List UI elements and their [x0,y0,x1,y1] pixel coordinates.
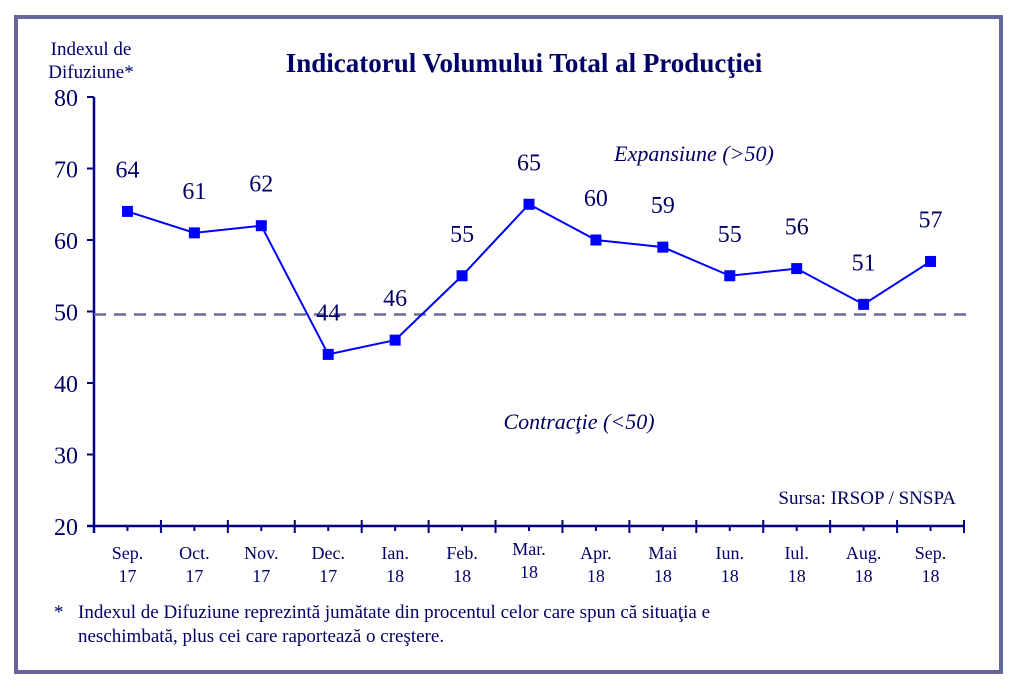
chart-frame [14,15,1003,674]
x-tick-label-month: Feb. [446,543,478,563]
series-line [127,203,932,356]
y-tick-label: 70 [54,158,78,184]
data-label: 55 [718,222,742,248]
series-group [121,198,937,360]
x-tick-label-year: 18 [922,566,940,586]
y-tick-label: 80 [54,86,78,112]
x-tick-label-year: 17 [319,566,337,586]
x-tick-label-month: Oct. [179,543,210,563]
footnote: * Indexul de Difuziune reprezintă jumătat… [54,601,954,649]
y-tick-label: 30 [54,444,78,470]
data-point-marker [188,227,200,239]
y-ticks: 20 30 40 50 60 70 80 [54,86,94,541]
data-label: 56 [785,215,809,241]
data-point-marker [389,334,401,346]
data-label: 60 [584,186,608,212]
x-tick-label-month: Sep. [915,543,947,563]
data-label: 55 [450,222,474,248]
x-tick-label-month: Nov. [244,543,278,563]
footnote-marker: * [54,602,64,623]
x-tick-label-month: Ian. [381,543,408,563]
data-label: 62 [249,172,273,198]
data-point-marker [255,220,267,232]
data-label: 44 [316,300,340,326]
x-tick-label-month: Aug. [846,543,882,563]
data-label: 65 [517,150,541,176]
annotation-contraction: Contracţie (<50) [503,409,654,434]
y-axis-label-line2: Difuziune* [48,62,133,83]
data-point-marker [456,270,468,282]
x-tick-label-year: 18 [386,566,404,586]
data-point-marker [858,298,870,310]
data-label: 64 [115,157,139,183]
data-label: 51 [852,250,876,276]
y-tick-label: 20 [54,515,78,541]
data-point-marker [121,205,133,217]
footnote-line1: Indexul de Difuziune reprezintă jumătate… [78,602,711,623]
data-point-marker [724,270,736,282]
x-tick-label-year: 18 [453,566,471,586]
y-tick-label: 40 [54,372,78,398]
x-tick-label-year: 18 [654,566,672,586]
x-tick-label-month: Mar. [512,539,546,559]
source-label: Sursa: IRSOP / SNSPA [778,488,956,509]
x-tick-label-month: Mai [648,543,677,563]
x-tick-label-year: 17 [118,566,136,586]
x-tick-label-month: Iun. [716,543,745,563]
x-tick-label-month: Iul. [784,543,809,563]
x-tick-label-year: 18 [587,566,605,586]
x-tick-label-month: Dec. [311,543,344,563]
x-tick-label-year: 17 [185,566,203,586]
chart-title: Indicatorul Volumului Total al Producţie… [286,48,763,78]
y-axis-label-line1: Indexul de [51,39,132,60]
x-tick-label-year: 18 [520,562,538,582]
data-label: 57 [919,207,943,233]
x-tick-label-year: 18 [721,566,739,586]
data-label: 61 [182,179,206,205]
footnote-line2: neschimbată, plus cei care raportează o … [78,626,445,647]
x-ticks: Sep. 17 Oct. 17 Nov. 17 Dec. 17 Ian. 18 Feb. 18 Mar.… [93,520,965,586]
data-point-marker [791,263,803,275]
x-tick-label-year: 17 [252,566,270,586]
data-label: 46 [383,286,407,312]
data-labels: 64 61 62 44 46 55 65 60 59 55 56 51 57 [115,150,942,326]
y-tick-label: 60 [54,229,78,255]
data-point-marker [322,348,334,360]
data-point-marker [657,241,669,253]
x-tick-label-year: 18 [855,566,873,586]
data-point-marker [925,255,937,267]
annotation-expansion: Expansiune (>50) [613,141,774,166]
x-tick-label-month: Apr. [580,543,612,563]
x-tick-label-month: Sep. [112,543,144,563]
data-label: 59 [651,193,675,219]
x-tick-label-year: 18 [788,566,806,586]
data-point-marker [590,234,602,246]
y-tick-label: 50 [54,301,78,327]
data-point-marker [523,198,535,210]
